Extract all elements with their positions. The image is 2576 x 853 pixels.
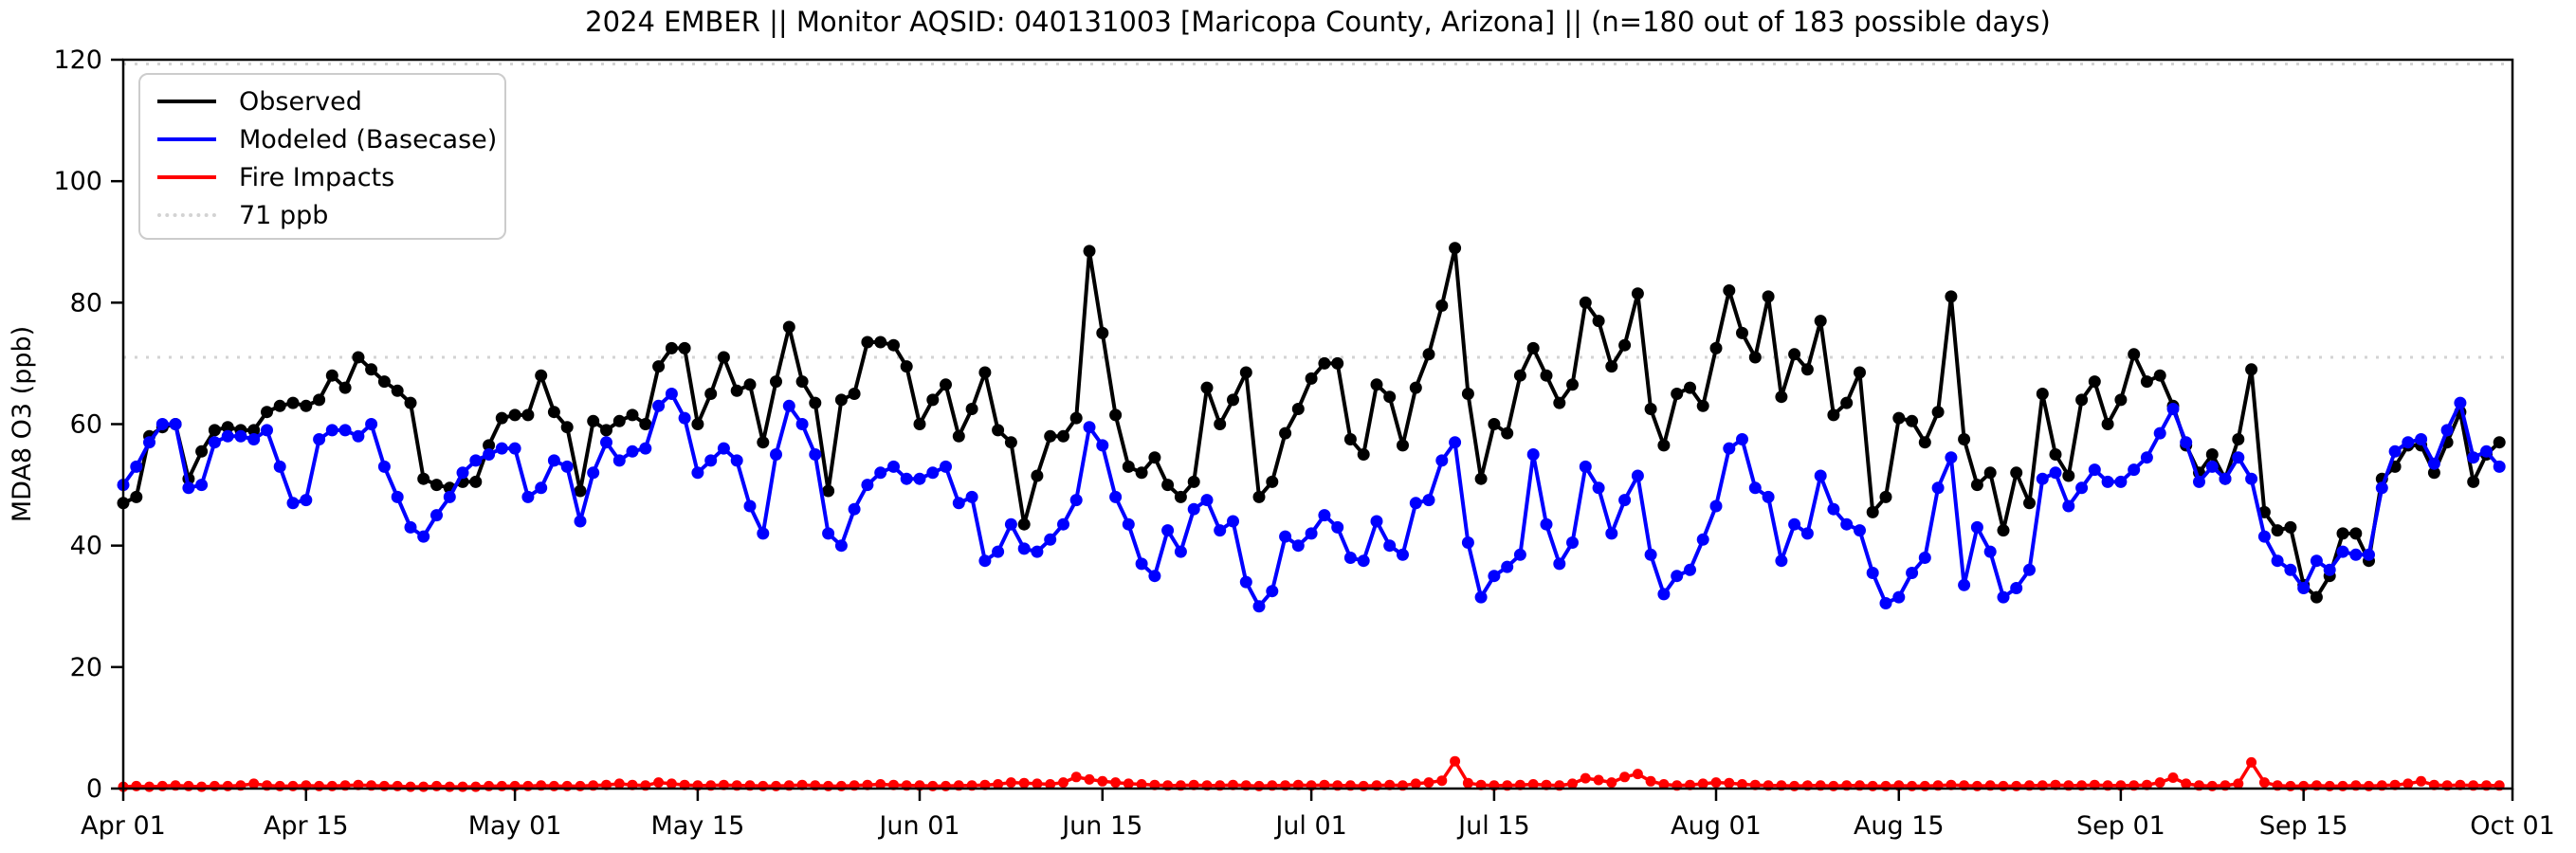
legend-label-fire-impacts: Fire Impacts: [239, 162, 395, 192]
svg-text:Jun 01: Jun 01: [877, 811, 959, 841]
legend-item-threshold: 71 ppb: [157, 196, 504, 234]
svg-text:20: 20: [70, 653, 102, 682]
svg-text:Aug 15: Aug 15: [1854, 811, 1945, 841]
legend-item-modeled: Modeled (Basecase): [157, 120, 504, 158]
svg-text:Apr 15: Apr 15: [264, 811, 349, 841]
legend-item-fire-impacts: Fire Impacts: [157, 158, 504, 196]
chart-title: 2024 EMBER || Monitor AQSID: 040131003 […: [585, 6, 2051, 38]
svg-text:Aug 01: Aug 01: [1671, 811, 1762, 841]
legend-item-observed: Observed: [157, 82, 504, 120]
svg-text:120: 120: [53, 45, 102, 75]
svg-text:40: 40: [70, 532, 102, 561]
legend-label-modeled: Modeled (Basecase): [239, 124, 498, 154]
legend-line-fire-impacts-icon: [157, 175, 216, 179]
legend-label-threshold: 71 ppb: [239, 200, 329, 230]
legend-line-observed-icon: [157, 100, 216, 103]
svg-text:Jul 01: Jul 01: [1273, 811, 1347, 841]
legend-line-threshold-icon: [157, 213, 216, 217]
legend: Observed Modeled (Basecase) Fire Impacts…: [138, 73, 506, 240]
svg-text:May 01: May 01: [468, 811, 562, 841]
svg-text:May 15: May 15: [651, 811, 745, 841]
y-axis-label: MDA8 O3 (ppb): [8, 326, 37, 522]
svg-text:60: 60: [70, 410, 102, 440]
svg-text:Sep 01: Sep 01: [2076, 811, 2165, 841]
svg-text:0: 0: [86, 774, 102, 804]
svg-text:Apr 01: Apr 01: [81, 811, 166, 841]
svg-text:80: 80: [70, 288, 102, 318]
svg-text:100: 100: [53, 167, 102, 196]
legend-label-observed: Observed: [239, 86, 362, 117]
legend-line-modeled-icon: [157, 137, 216, 141]
svg-text:Sep 15: Sep 15: [2259, 811, 2348, 841]
svg-text:Jul 15: Jul 15: [1456, 811, 1530, 841]
svg-text:Jun 15: Jun 15: [1060, 811, 1142, 841]
svg-text:Oct 01: Oct 01: [2470, 811, 2555, 841]
